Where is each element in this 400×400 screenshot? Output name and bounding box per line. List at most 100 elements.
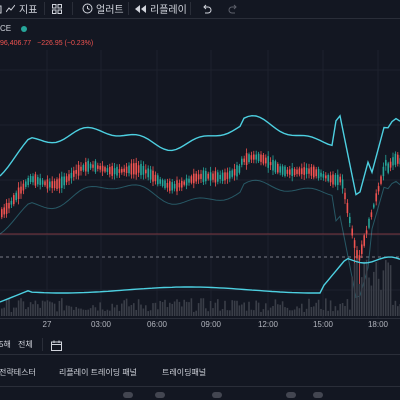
- volume-bar: [121, 303, 123, 316]
- candle-body: [293, 168, 296, 176]
- candle-body: [370, 212, 373, 217]
- volume-bar: [301, 303, 303, 316]
- candle-body: [209, 172, 212, 181]
- volume-bar: [183, 299, 185, 316]
- candle-body: [327, 175, 329, 181]
- tab-trading-panel[interactable]: 트레이딩패널: [162, 368, 207, 377]
- candle-body: [46, 179, 49, 189]
- go-to-date-icon[interactable]: [51, 338, 62, 356]
- candle-body: [20, 186, 22, 194]
- volume-bar: [219, 310, 221, 316]
- volume-bar: [341, 303, 344, 316]
- redo-icon[interactable]: [228, 0, 239, 17]
- volume-bar: [3, 307, 5, 316]
- candle-body: [320, 172, 322, 177]
- candle-body: [94, 161, 97, 172]
- indicators-button[interactable]: 지표: [5, 0, 37, 17]
- candle-body: [231, 170, 233, 177]
- price-chart-canvas[interactable]: [0, 50, 400, 318]
- candle-body: [298, 168, 301, 175]
- range-5-button[interactable]: 5해: [0, 340, 11, 349]
- candle-body: [284, 166, 286, 176]
- volume-bar: [277, 304, 279, 316]
- price-chart[interactable]: [0, 50, 400, 318]
- volume-bar: [157, 309, 159, 316]
- volume-bar: [231, 300, 233, 316]
- candle-body: [147, 168, 149, 178]
- replay-button[interactable]: 리플레이: [134, 0, 187, 17]
- volume-bar: [209, 300, 212, 316]
- volume-bar: [197, 303, 200, 316]
- volume-bar: [310, 307, 313, 316]
- symbol-name[interactable]: CE: [0, 24, 12, 33]
- tab-strategy-tester[interactable]: 전략테스터: [0, 368, 36, 377]
- volume-bar: [308, 298, 310, 316]
- volume-bar: [329, 300, 332, 316]
- volume-bar: [34, 300, 37, 316]
- volume-bar: [154, 302, 157, 316]
- volume-bar: [286, 307, 289, 316]
- range-all-button[interactable]: 전체: [18, 340, 33, 349]
- volume-bar: [111, 303, 113, 316]
- layout-grid-icon[interactable]: [52, 0, 62, 17]
- candle-body: [22, 183, 25, 191]
- volume-bar: [193, 311, 195, 316]
- volume-bar: [373, 271, 375, 316]
- candle-body: [214, 171, 217, 183]
- candle-body: [217, 172, 219, 182]
- chart-type-icon[interactable]: [0, 0, 6, 17]
- candle-body: [224, 172, 226, 181]
- candle-body: [219, 174, 221, 180]
- candle-body: [315, 169, 317, 177]
- volume-bar: [171, 303, 173, 316]
- volume-bar: [274, 299, 277, 316]
- candle-body: [265, 157, 267, 164]
- candle-body: [37, 177, 39, 185]
- volume-bar: [389, 265, 392, 316]
- volume-bar: [152, 303, 154, 316]
- volume-bar: [94, 307, 97, 316]
- volume-bar: [217, 299, 219, 316]
- candle-body: [260, 154, 262, 162]
- candle-body: [5, 202, 8, 214]
- time-axis[interactable]: 27 03:00 06:00 09:00 12:00 15:00 18:00: [0, 318, 400, 331]
- candle-body: [197, 174, 200, 180]
- tab-replay-trading-panel[interactable]: 리플레이 트레이딩 패널: [59, 368, 138, 377]
- volume-bar: [382, 270, 385, 316]
- volume-bar: [370, 285, 373, 316]
- candle-body: [121, 168, 123, 173]
- volume-bar: [200, 298, 202, 316]
- candle-body: [65, 176, 68, 183]
- volume-bar: [68, 305, 70, 316]
- status-icon: [123, 392, 133, 398]
- volume-bar: [20, 298, 22, 316]
- candle-body: [303, 167, 305, 175]
- candle-body: [272, 159, 274, 171]
- candle-body: [329, 175, 332, 183]
- candle-body: [29, 176, 32, 182]
- volume-bar: [142, 308, 145, 316]
- candle-body: [305, 167, 308, 175]
- time-axis-label: 18:00: [367, 320, 389, 329]
- volume-bar: [267, 310, 269, 316]
- volume-bar: [104, 311, 106, 316]
- candle-body: [325, 175, 327, 179]
- status-icon: [212, 392, 222, 398]
- volume-bar: [221, 309, 224, 316]
- volume-bar: [202, 298, 205, 316]
- volume-bar: [334, 306, 337, 316]
- volume-bar: [39, 307, 41, 316]
- volume-bar: [322, 309, 325, 316]
- volume-bar: [337, 310, 339, 316]
- volume-bar: [116, 304, 118, 316]
- volume-bar: [265, 303, 267, 316]
- undo-icon[interactable]: [201, 0, 212, 17]
- candle-body: [41, 180, 44, 185]
- replay-label: 리플레이: [150, 5, 187, 16]
- candle-body: [257, 153, 260, 162]
- volume-bar: [159, 300, 161, 316]
- alert-button[interactable]: 얼러트: [82, 0, 124, 17]
- volume-bar: [169, 302, 171, 316]
- upper-band-line: [0, 114, 400, 196]
- candle-body: [308, 168, 310, 174]
